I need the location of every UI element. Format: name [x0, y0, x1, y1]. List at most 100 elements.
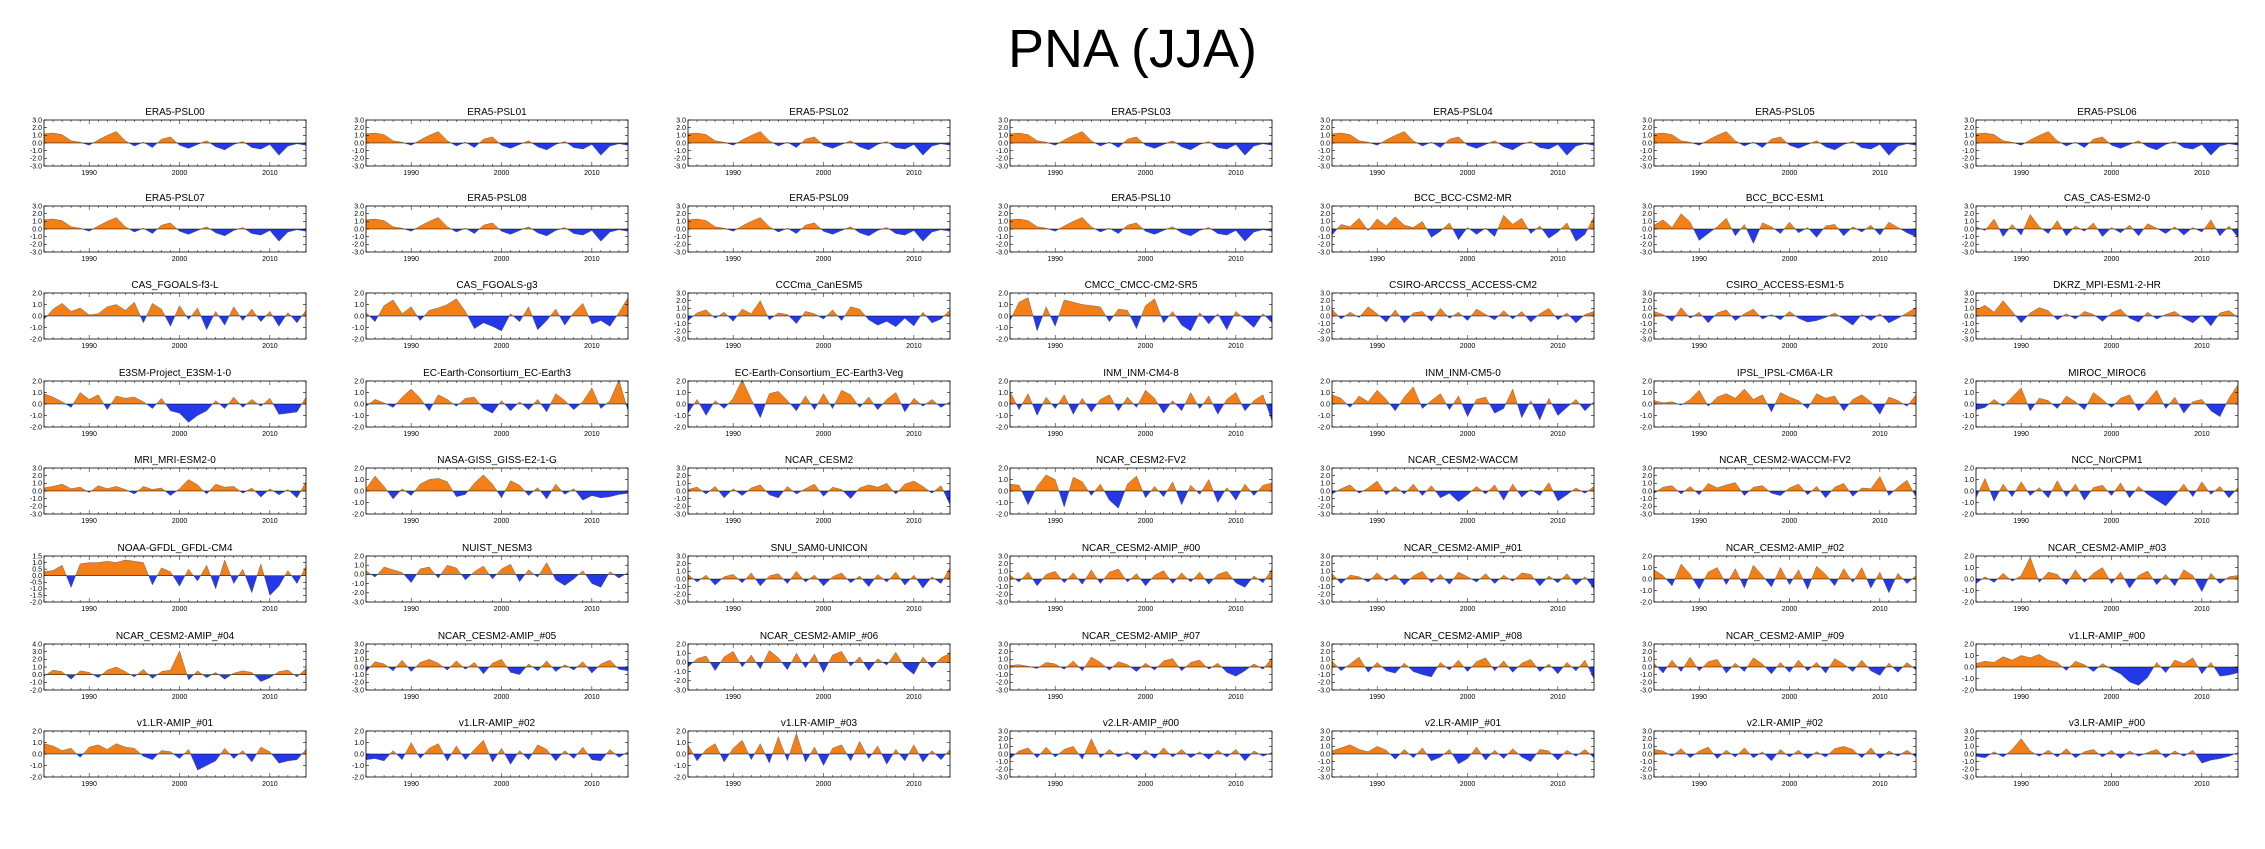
- y-tick-label: 0.0: [1642, 313, 1652, 320]
- x-tick-label: 2010: [262, 431, 278, 438]
- positive-area: [366, 297, 628, 316]
- chart-panel: ERA5-PSL02 3.0 2.0 1.0 0.0 -1.0 -2.0 -3.0 1990 20…: [674, 102, 1006, 188]
- y-tick-label: 2.0: [1964, 465, 1974, 472]
- y-tick-label: 1.0: [676, 651, 686, 658]
- x-tick-label: 2000: [1782, 170, 1798, 177]
- x-tick-label: 2000: [816, 606, 832, 613]
- y-tick-label: -2.0: [996, 336, 1008, 343]
- y-tick-label: 0.0: [32, 140, 42, 147]
- chart-panel: EC-Earth-Consortium_EC-Earth3 2.0 1.0 0.0 -1…: [352, 363, 684, 449]
- negative-area: [371, 574, 625, 588]
- y-tick-label: -3.0: [674, 599, 686, 606]
- panel-svg: BCC_BCC-CSM2-MR 3.02.01.00.0-1.0-2.0-3.0 1…: [1318, 193, 1595, 263]
- x-tick-label: 1990: [81, 781, 97, 788]
- negative-area: [1048, 229, 1272, 242]
- chart-panel: INM_INM-CM4-8 2.0 1.0 0.0 -1.0 -2.0 1990 2000 20…: [996, 363, 1328, 449]
- x-tick-label: 2010: [1872, 694, 1888, 701]
- x-tick-label: 1990: [2013, 694, 2029, 701]
- panel-title: v1.LR-AMIP_#03: [781, 718, 858, 729]
- x-tick-label: 2010: [262, 343, 278, 350]
- x-tick-label: 1990: [1047, 518, 1063, 525]
- y-tick-label: -2.0: [1640, 156, 1652, 163]
- panel-title: NCAR_CESM2-AMIP_#03: [2048, 543, 2167, 554]
- positive-area: [688, 567, 950, 579]
- negative-area: [726, 229, 950, 242]
- x-tick-label: 2010: [1872, 343, 1888, 350]
- y-tick-label: 3.0: [1642, 641, 1652, 648]
- panel-title: NCAR_CESM2-FV2: [1096, 455, 1186, 466]
- x-tick-label: 1990: [403, 694, 419, 701]
- y-tick-label: 1.0: [998, 302, 1008, 309]
- y-tick-label: -2.0: [1318, 680, 1330, 687]
- series-line: [365, 562, 629, 588]
- chart-panel: NCAR_CESM2-WACCM 3.0 2.0 1.0 0.0 -1.0 -2.0 -3.0…: [1318, 450, 1650, 536]
- panel-title: INM_INM-CM5-0: [1425, 368, 1501, 379]
- y-tick-label: 1.0: [32, 740, 42, 747]
- y-tick-label: 0.0: [1642, 751, 1652, 758]
- series-line: [365, 379, 629, 414]
- x-tick-label: 2000: [816, 781, 832, 788]
- y-tick-label: -1.0: [996, 148, 1008, 155]
- y-tick-label: -1.0: [1640, 588, 1652, 595]
- panel-title: CAS_CAS-ESM2-0: [2064, 193, 2151, 204]
- panel-svg: ERA5-PSL10 3.02.01.00.0-1.0-2.0-3.0 1990 20…: [996, 193, 1273, 263]
- negative-area: [82, 143, 307, 156]
- y-tick-label: 1.0: [1964, 477, 1974, 484]
- y-tick-label: -1.0: [674, 413, 686, 420]
- series-line: [1331, 480, 1595, 502]
- chart-panel: v1.LR-AMIP_#01 2.0 1.0 0.0 -1.0 -2.0 1990 2000 2…: [30, 713, 362, 799]
- x-tick-label: 2010: [2194, 343, 2210, 350]
- negative-area: [86, 491, 301, 498]
- x-tick-label: 1990: [1369, 694, 1385, 701]
- x-tick-label: 1990: [1691, 606, 1707, 613]
- panel-title: NCAR_CESM2-WACCM-FV2: [1719, 455, 1851, 466]
- positive-area: [1010, 390, 1267, 404]
- series-line: [43, 479, 307, 499]
- panel-svg: v1.LR-AMIP_#01 2.0 1.0 0.0 -1.0 -2.0 1990 2000 2…: [30, 718, 307, 788]
- y-tick-label: 1.0: [1964, 653, 1974, 660]
- y-tick-label: -1.0: [352, 234, 364, 241]
- series-line: [1975, 654, 2239, 686]
- y-tick-label: -1.0: [996, 584, 1008, 591]
- y-tick-label: 1.0: [998, 569, 1008, 576]
- negative-area: [65, 404, 302, 423]
- x-tick-label: 2010: [262, 256, 278, 263]
- x-tick-label: 2010: [906, 256, 922, 263]
- positive-area: [369, 379, 626, 404]
- chart-panel: NCAR_CESM2-AMIP_#01 3.0 2.0 1.0 0.0 -1.0 -2.0-…: [1318, 538, 1650, 624]
- x-tick-label: 1990: [81, 256, 97, 263]
- panel-title: CMCC_CMCC-CM2-SR5: [1085, 280, 1198, 291]
- positive-area: [1010, 657, 1272, 667]
- y-tick-label: -1.0: [674, 148, 686, 155]
- y-tick-label: 3.0: [354, 203, 364, 210]
- panel-svg: ERA5-PSL02 3.02.01.00.0-1.0-2.0-3.0 1990 20…: [674, 107, 951, 177]
- negative-area: [76, 754, 302, 771]
- negative-area: [702, 491, 950, 505]
- chart-panel: ERA5-PSL06 3.0 2.0 1.0 0.0 -1.0 -2.0 -3.0 1990 20…: [1962, 102, 2265, 188]
- y-tick-label: -2.0: [1318, 329, 1330, 336]
- y-tick-label: -2.0: [996, 767, 1008, 774]
- chart-panel: EC-Earth-Consortium_EC-Earth3-Veg 2.0 1.0 0…: [674, 363, 1006, 449]
- negative-area: [66, 575, 302, 596]
- y-tick-label: -1.0: [352, 500, 364, 507]
- positive-area: [1010, 474, 1272, 491]
- positive-area: [1657, 476, 1913, 491]
- x-tick-label: 1990: [1691, 256, 1707, 263]
- y-tick-label: -2.0: [1640, 329, 1652, 336]
- series-line: [1331, 306, 1595, 324]
- panel-svg: DKRZ_MPI-ESM1-2-HR 3.02.01.00.0-1.0-2.0-3…: [1962, 280, 2239, 350]
- panel-svg: NCAR_CESM2 3.02.01.00.0-1.0-2.0-3.0 1990 20…: [674, 455, 951, 525]
- x-tick-label: 2010: [906, 170, 922, 177]
- negative-area: [369, 316, 617, 331]
- panel-svg: CAS_CAS-ESM2-0 3.02.01.00.0-1.0-2.0-3.0 19…: [1962, 193, 2239, 263]
- panel-svg: NCC_NorCPM1 2.0 1.0 0.0 -1.0 -2.0 1990 2000 2010: [1962, 455, 2239, 525]
- y-tick-label: -1.0: [674, 496, 686, 503]
- panel-title: NCC_NorCPM1: [2071, 455, 2143, 466]
- y-tick-label: 3.0: [676, 203, 686, 210]
- y-tick-label: 2.0: [1964, 378, 1974, 385]
- y-tick-label: -3.0: [996, 249, 1008, 256]
- panel-title: v2.LR-AMIP_#00: [1103, 718, 1180, 729]
- y-tick-label: 1.0: [1320, 390, 1330, 397]
- panel-title: NCAR_CESM2-AMIP_#02: [1726, 543, 1845, 554]
- series-line: [365, 297, 629, 332]
